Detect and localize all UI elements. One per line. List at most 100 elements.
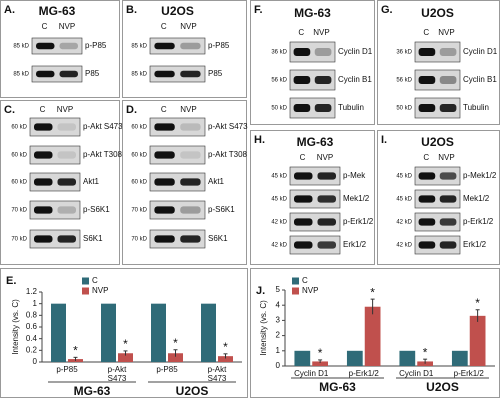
- legend-label: NVP: [92, 286, 108, 295]
- protein-label: p-S6K1: [208, 205, 235, 214]
- protein-label: p-Akt S473: [208, 122, 248, 131]
- protein-label: Akt1: [83, 177, 100, 186]
- lane-label: C: [42, 22, 48, 31]
- blot-band: [59, 70, 78, 78]
- x-tick-label: p-Erk1/2: [349, 369, 380, 378]
- blot-band: [180, 151, 201, 159]
- protein-label: P85: [85, 69, 100, 78]
- legend-swatch: [82, 287, 89, 295]
- lane-label: C: [423, 153, 429, 162]
- blot-strip: [149, 145, 206, 165]
- y-tick-label: 0.2: [26, 345, 38, 354]
- y-tick-label: 1: [276, 346, 281, 355]
- panel-label: E.: [6, 275, 16, 287]
- blot-strip: [29, 200, 81, 220]
- x-tick-label: Cyclin D1: [399, 369, 434, 378]
- blot-strip: [414, 97, 461, 119]
- bar: [51, 303, 66, 362]
- significance-star: *: [73, 344, 78, 358]
- kd-label: 85 kD: [13, 44, 29, 50]
- kd-label: 70 kD: [131, 237, 147, 243]
- panel-label: J.: [256, 285, 265, 297]
- significance-star: *: [318, 346, 323, 360]
- panel-label: B.: [126, 4, 137, 16]
- bar: [364, 306, 381, 366]
- lane-label: NVP: [438, 28, 454, 37]
- panel-border: [122, 100, 247, 265]
- significance-star: *: [370, 285, 375, 299]
- protein-label: p-Akt T308: [208, 150, 248, 159]
- x-tick-label: p-Akt S473: [108, 365, 127, 383]
- bar: [312, 361, 328, 366]
- y-tick-label: 4: [276, 300, 281, 309]
- kd-label: 85 kD: [131, 72, 147, 78]
- kd-label: 56 kD: [271, 78, 287, 84]
- blot-strip: [289, 166, 341, 186]
- blot-band: [34, 178, 53, 186]
- y-tick-label: 0.8: [26, 310, 38, 319]
- kd-label: 50 kD: [396, 106, 412, 112]
- kd-label: 45 kD: [271, 197, 287, 203]
- blot-band: [418, 195, 436, 203]
- blot-strip: [149, 37, 206, 55]
- legend-swatch: [82, 277, 89, 285]
- y-tick-label: 3: [276, 316, 281, 325]
- protein-label: S6K1: [208, 234, 228, 243]
- blot-band: [418, 104, 436, 112]
- group-label: U2OS: [426, 380, 459, 394]
- blot-band: [439, 218, 457, 226]
- lane-label: NVP: [313, 28, 329, 37]
- lane-label: C: [298, 28, 304, 37]
- blot-band: [317, 195, 336, 203]
- blot-strip: [289, 41, 336, 63]
- blot-band: [59, 42, 78, 50]
- blot-strip: [414, 69, 461, 91]
- significance-star: *: [173, 336, 178, 350]
- kd-label: 60 kD: [11, 153, 27, 159]
- blot-band: [34, 235, 53, 243]
- protein-label: Tubulin: [463, 103, 489, 112]
- kd-label: 42 kD: [271, 220, 287, 226]
- protein-label: p-Erk1/2: [343, 217, 374, 226]
- kd-label: 60 kD: [11, 180, 27, 186]
- blot-strip: [414, 166, 461, 186]
- panel-label: I.: [381, 134, 387, 146]
- protein-label: p-P85: [208, 41, 230, 50]
- protein-label: p-Akt T308: [83, 150, 123, 159]
- y-tick-label: 5: [276, 285, 281, 294]
- blot-band: [314, 48, 332, 56]
- bar: [101, 303, 116, 362]
- kd-label: 45 kD: [396, 174, 412, 180]
- panel-border: [0, 0, 120, 98]
- protein-label: Erk1/2: [463, 240, 487, 249]
- blot-band: [154, 178, 175, 186]
- blot-strip: [289, 189, 341, 209]
- kd-label: 36 kD: [396, 50, 412, 56]
- blot-band: [418, 48, 436, 56]
- y-tick-label: 0: [33, 357, 38, 366]
- blot-band: [294, 218, 313, 226]
- blot-band: [154, 42, 175, 50]
- blot-band: [34, 206, 53, 214]
- blot-band: [294, 172, 313, 180]
- lane-label: NVP: [438, 153, 454, 162]
- blot-band: [180, 206, 201, 214]
- kd-label: 45 kD: [271, 174, 287, 180]
- blot-strip: [29, 172, 81, 192]
- group-label: MG-63: [319, 380, 356, 394]
- blot-band: [57, 206, 76, 214]
- blot-strip: [149, 200, 206, 220]
- panel-title: MG-63: [297, 135, 334, 149]
- y-tick-label: 0: [276, 361, 281, 370]
- blot-band: [57, 151, 76, 159]
- blot-band: [317, 218, 336, 226]
- blot-band: [418, 218, 436, 226]
- blot-strip: [29, 229, 81, 249]
- bar: [399, 350, 416, 366]
- blot-strip: [149, 117, 206, 137]
- blot-band: [154, 235, 175, 243]
- protein-label: S6K1: [83, 234, 103, 243]
- blot-band: [293, 76, 311, 84]
- panel-border: [122, 0, 247, 98]
